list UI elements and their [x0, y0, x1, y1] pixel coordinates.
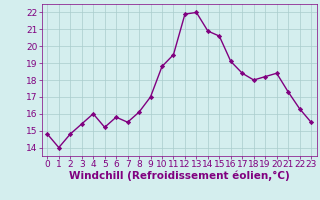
X-axis label: Windchill (Refroidissement éolien,°C): Windchill (Refroidissement éolien,°C): [69, 171, 290, 181]
